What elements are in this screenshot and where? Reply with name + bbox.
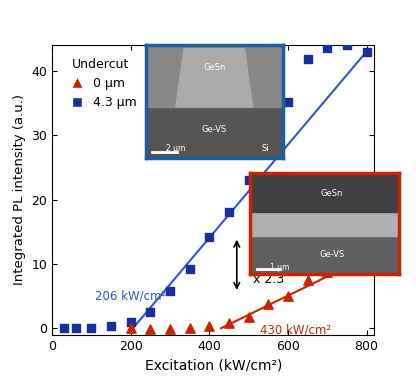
Text: 1 μm: 1 μm <box>270 263 289 272</box>
Point <box>147 326 154 332</box>
Point <box>186 325 193 331</box>
Point <box>304 56 311 62</box>
Y-axis label: Integrated PL intensity (a.u.): Integrated PL intensity (a.u.) <box>13 94 26 285</box>
Point <box>60 325 67 331</box>
Point <box>245 177 252 183</box>
Point <box>285 293 291 299</box>
Text: x 2.3: x 2.3 <box>253 273 284 287</box>
Bar <box>250 212 399 236</box>
Text: 206 kW/cm²: 206 kW/cm² <box>95 289 166 302</box>
X-axis label: Excitation (kW/cm²): Excitation (kW/cm²) <box>144 358 282 372</box>
Bar <box>250 236 399 274</box>
Point <box>285 99 291 105</box>
Point <box>147 309 154 315</box>
Bar <box>146 107 283 158</box>
Point <box>363 255 370 261</box>
Point <box>363 49 370 55</box>
Point <box>167 288 173 294</box>
Text: Si: Si <box>261 144 269 153</box>
Text: GeSn: GeSn <box>203 63 225 72</box>
Point <box>167 326 173 332</box>
Point <box>344 42 350 48</box>
Point <box>265 301 272 307</box>
Legend: 0 μm, 4.3 μm: 0 μm, 4.3 μm <box>58 52 143 115</box>
Text: 2 μm: 2 μm <box>166 144 186 153</box>
Point <box>225 320 232 326</box>
Point <box>127 319 134 325</box>
Point <box>186 266 193 272</box>
Bar <box>250 173 399 212</box>
Point <box>206 234 213 240</box>
Bar <box>146 45 283 107</box>
Point <box>206 323 213 329</box>
Point <box>304 277 311 283</box>
Text: GeSn: GeSn <box>321 189 343 198</box>
Point <box>265 146 272 152</box>
Text: Ge-VS: Ge-VS <box>202 125 227 134</box>
Point <box>324 45 331 52</box>
Point <box>324 268 331 274</box>
Text: Ge-VS: Ge-VS <box>319 250 344 259</box>
Polygon shape <box>176 49 253 107</box>
Point <box>225 209 232 215</box>
Point <box>108 323 114 329</box>
Point <box>344 258 350 264</box>
Point <box>88 324 95 331</box>
Text: 430 kW/cm²: 430 kW/cm² <box>260 324 332 337</box>
Point <box>72 325 79 331</box>
Point <box>127 325 134 331</box>
Point <box>245 314 252 320</box>
